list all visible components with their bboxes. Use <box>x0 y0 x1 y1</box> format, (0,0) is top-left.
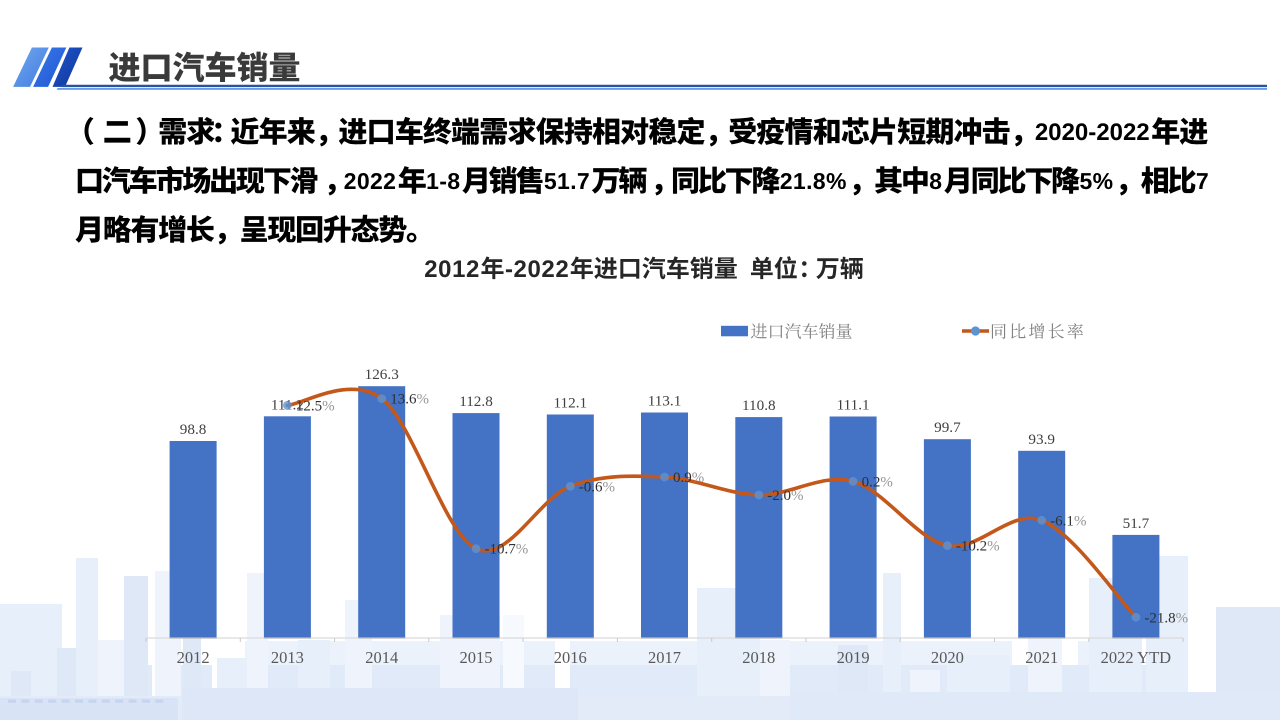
svg-text:2020: 2020 <box>931 648 964 667</box>
svg-text:2018: 2018 <box>742 648 775 667</box>
svg-text:-0.6%: -0.6% <box>579 479 615 495</box>
svg-text:0.2%: 0.2% <box>862 474 893 490</box>
svg-text:-10.7%: -10.7% <box>485 542 529 558</box>
svg-text:2016: 2016 <box>554 648 587 667</box>
svg-text:113.1: 113.1 <box>648 393 682 410</box>
svg-text:2014: 2014 <box>365 648 398 667</box>
svg-text:2019: 2019 <box>837 648 870 667</box>
svg-text:98.8: 98.8 <box>180 421 207 438</box>
svg-text:-6.1%: -6.1% <box>1050 513 1086 529</box>
svg-text:51.7: 51.7 <box>1123 515 1150 532</box>
svg-text:126.3: 126.3 <box>365 366 399 383</box>
svg-text:2015: 2015 <box>460 648 493 667</box>
svg-text:-21.8%: -21.8% <box>1144 610 1188 626</box>
svg-text:13.6%: 13.6% <box>390 392 429 408</box>
svg-text:2017: 2017 <box>648 648 681 667</box>
svg-text:112.8: 112.8 <box>459 393 493 410</box>
svg-text:110.8: 110.8 <box>742 397 776 414</box>
svg-text:2021: 2021 <box>1025 648 1058 667</box>
svg-text:-2.0%: -2.0% <box>767 488 803 504</box>
svg-text:2013: 2013 <box>271 648 304 667</box>
svg-text:112.1: 112.1 <box>553 395 587 412</box>
svg-text:12.5%: 12.5% <box>296 398 335 414</box>
svg-text:111.1: 111.1 <box>837 397 870 414</box>
svg-text:2012: 2012 <box>177 648 210 667</box>
svg-text:99.7: 99.7 <box>934 419 961 436</box>
svg-text:0.9%: 0.9% <box>673 470 704 486</box>
svg-text:2022 YTD: 2022 YTD <box>1101 648 1172 667</box>
svg-text:-10.2%: -10.2% <box>956 539 1000 555</box>
svg-text:93.9: 93.9 <box>1028 431 1055 448</box>
